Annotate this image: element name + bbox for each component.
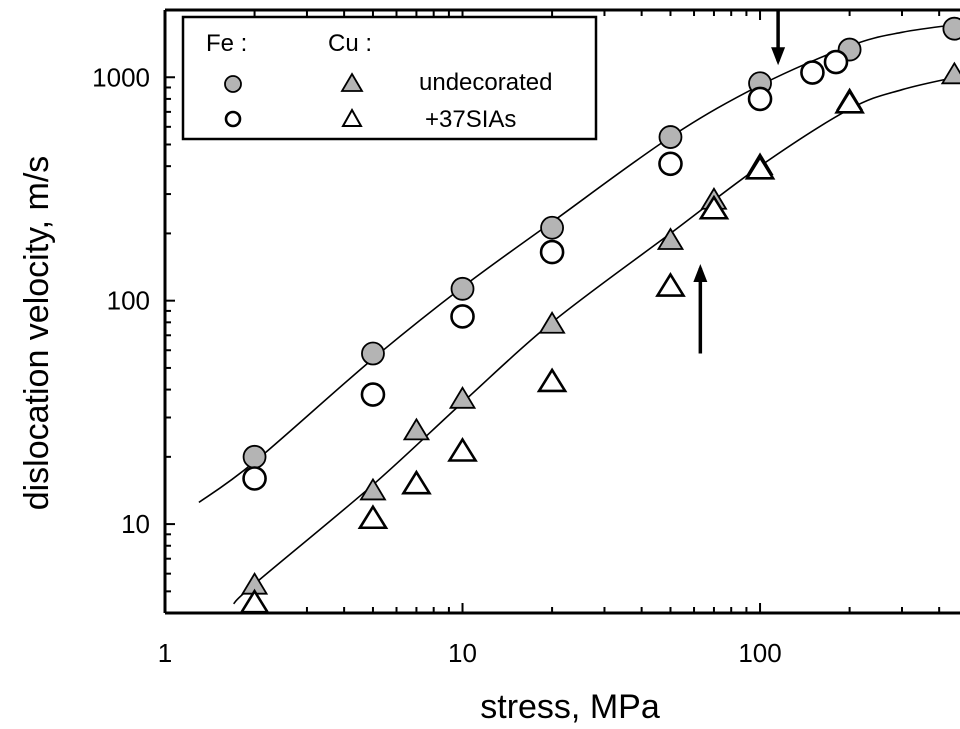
arrow-head <box>693 264 708 283</box>
x-tick-label: 100 <box>738 638 781 668</box>
up-arrow <box>693 264 708 354</box>
fe-undecorated-point <box>540 215 564 240</box>
y-tick-label: 10 <box>121 509 150 539</box>
y-tick-label: 100 <box>107 286 150 316</box>
cu-37sias-point <box>655 272 686 297</box>
legend-label-37sias: +37SIAs <box>425 106 516 133</box>
fe-undecorated-point <box>942 16 960 41</box>
fe-37sias-point <box>658 151 683 177</box>
fe-37sias-point <box>360 382 386 407</box>
cu-37sias-point <box>698 194 730 220</box>
fe-37sias-point <box>539 239 565 265</box>
cu-undecorated-point <box>359 477 387 501</box>
cu-undecorated-point <box>448 386 477 409</box>
fe-37sias-point <box>823 49 849 75</box>
legend: Fe : Cu : undecorated +37SIAs <box>181 15 598 141</box>
legend-header-cu: Cu : <box>328 30 372 57</box>
legend-cu-open-triangle <box>341 107 363 127</box>
cu-37sias-point <box>744 154 776 180</box>
x-tick-label: 10 <box>448 638 477 668</box>
fe-undecorated-point <box>361 341 385 366</box>
cu-undecorated-point <box>402 417 431 441</box>
cu-37sias-point <box>536 367 568 393</box>
fe-37sias-point <box>800 60 825 85</box>
y-axis-title: dislocation velocity, m/s <box>18 156 56 511</box>
legend-box <box>181 15 598 141</box>
cu-undecorated-point <box>538 311 566 334</box>
cu-fit-curve <box>233 75 960 605</box>
annotation-arrows <box>693 10 786 354</box>
data-markers <box>239 16 960 614</box>
x-axis-title: stress, MPa <box>480 688 660 726</box>
legend-fe-filled-circle <box>224 75 242 93</box>
x-tick-label: 1 <box>158 638 172 668</box>
legend-header-fe: Fe : <box>206 30 247 57</box>
fe-37sias-point <box>747 86 773 112</box>
fe-undecorated-point <box>242 444 267 469</box>
cu-37sias-point <box>834 88 865 114</box>
y-tick-label: 1000 <box>92 62 150 92</box>
arrow-head <box>771 47 786 66</box>
fe-37sias-point <box>450 304 475 329</box>
fe-37sias-point <box>242 466 267 491</box>
fe-undecorated-point <box>450 276 475 301</box>
cu-undecorated-point <box>940 61 960 85</box>
legend-fe-open-circle <box>224 110 242 128</box>
legend-label-undecorated: undecorated <box>419 69 552 96</box>
cu-37sias-point <box>239 588 270 614</box>
axis-tick-labels: 1 10 100 10 100 1000 <box>92 62 782 668</box>
legend-cu-filled-triangle <box>340 72 364 92</box>
cu-undecorated-point <box>656 227 685 250</box>
cu-37sias-point <box>357 504 389 530</box>
cu-37sias-point <box>401 469 432 495</box>
down-arrow <box>771 10 786 66</box>
cu-37sias-point <box>447 437 478 462</box>
fe-undecorated-point <box>658 125 683 149</box>
